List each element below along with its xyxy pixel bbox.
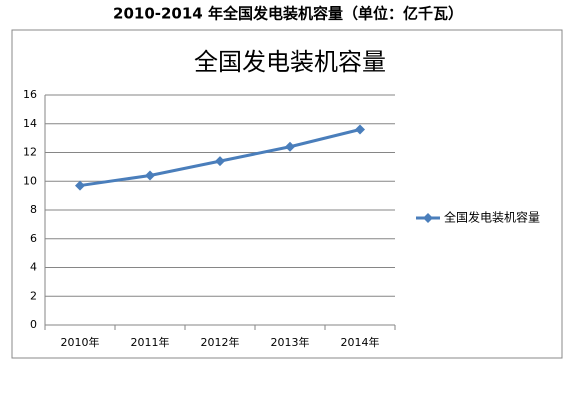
x-tick-label: 2010年 — [61, 335, 100, 349]
x-tick-label: 2013年 — [271, 335, 310, 349]
page-title: 2010-2014 年全国发电装机容量（单位：亿千瓦） — [113, 5, 463, 23]
y-tick-label: 14 — [23, 117, 37, 130]
y-tick-label: 6 — [30, 232, 37, 245]
y-tick-label: 4 — [30, 261, 37, 274]
x-tick-label: 2014年 — [341, 335, 380, 349]
chart-frame — [11, 29, 563, 359]
y-tick-label: 2 — [30, 289, 37, 302]
marker — [145, 170, 155, 181]
marker — [75, 180, 85, 191]
x-tick-label: 2012年 — [201, 335, 240, 349]
y-tick-label: 10 — [23, 174, 37, 187]
marker — [285, 141, 295, 152]
chart-title: 全国发电装机容量 — [194, 48, 386, 76]
y-tick-label: 12 — [23, 146, 37, 159]
x-tick-label: 2011年 — [131, 335, 170, 349]
y-tick-label: 0 — [30, 318, 37, 331]
legend-label: 全国发电装机容量 — [444, 210, 540, 225]
y-tick-label: 8 — [30, 203, 37, 216]
marker — [215, 156, 225, 167]
legend-marker — [423, 213, 433, 223]
y-tick-label: 16 — [23, 88, 37, 101]
marker — [355, 124, 365, 135]
